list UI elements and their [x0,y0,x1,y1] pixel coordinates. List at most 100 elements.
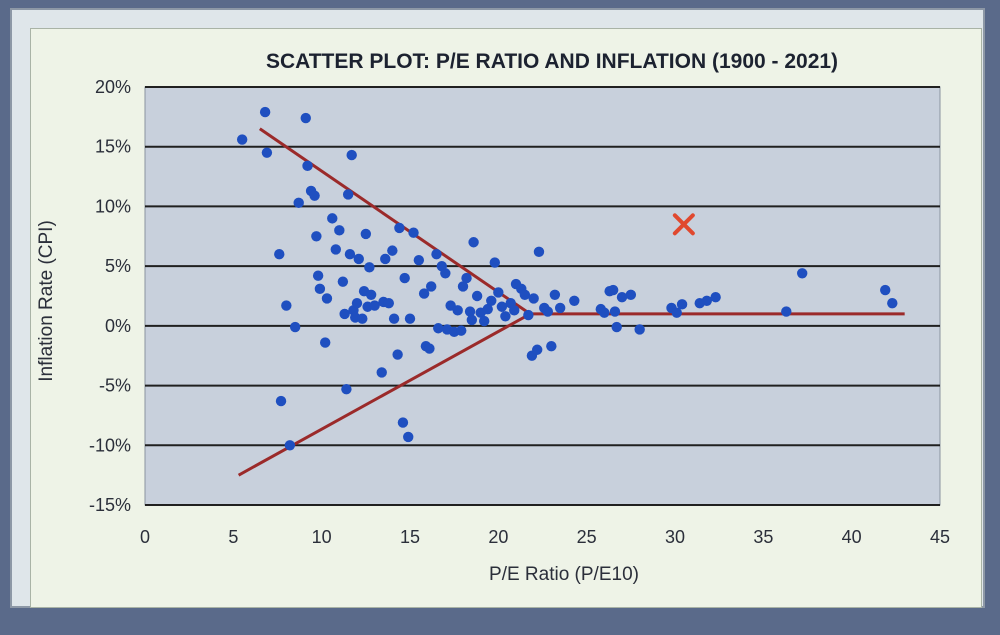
chart-title: SCATTER PLOT: P/E RATIO AND INFLATION (1… [266,50,838,73]
data-point [320,337,331,348]
data-point [440,268,451,279]
data-point [302,160,313,172]
data-point [388,313,400,324]
grid-lines [145,86,940,506]
x-tick-label: 20 [488,527,508,547]
data-point [284,440,296,451]
data-point [281,300,292,311]
data-point [376,367,387,378]
data-point [364,262,375,273]
data-point [344,249,356,260]
x-tick-label: 10 [312,527,332,547]
highlight-marker [672,213,695,236]
data-point [311,231,322,242]
data-point [509,305,520,316]
data-point [710,291,721,303]
data-point [479,315,490,327]
data-point [456,325,467,336]
x-tick-label: 25 [577,527,597,547]
data-point [351,297,363,309]
data-point [339,308,350,320]
y-tick-label: 0% [105,316,131,336]
data-point [634,324,645,335]
data-point [312,270,324,281]
data-point [330,244,341,255]
data-point [486,295,497,306]
x-tick-label: 5 [228,527,238,547]
data-point [383,297,394,309]
data-point [616,291,628,303]
x-axis-label: P/E Ratio (P/E10) [489,564,639,585]
data-point [236,134,248,145]
data-point [431,249,442,260]
data-point [274,249,285,260]
data-point [418,288,430,299]
x-tick-label: 0 [140,527,150,547]
data-point [403,431,414,443]
data-point [599,307,610,318]
data-point [493,287,504,298]
data-point [523,309,534,321]
data-point [397,417,409,428]
data-point [496,301,508,312]
data-point [461,272,472,284]
data-point [533,246,545,258]
data-point [468,237,479,248]
data-point [309,190,320,201]
data-point [341,383,352,395]
data-point [394,222,405,234]
data-points [236,106,898,451]
data-point [346,149,357,161]
data-point [404,313,416,324]
data-point [314,283,326,295]
x-tick-label: 30 [665,527,685,547]
x-axis-ticks: 0 5 10 15 20 25 30 35 40 45 [140,527,950,547]
data-point [321,293,333,304]
data-point [337,276,349,287]
data-point [353,253,364,265]
data-point [424,343,435,354]
data-point [625,289,637,301]
data-point [519,289,531,301]
data-point [261,147,273,158]
y-tick-label: 20% [95,77,131,97]
data-point [300,112,311,124]
data-point [259,106,271,118]
y-tick-label: -10% [89,435,131,455]
trend-line [258,127,531,316]
y-tick-label: 10% [95,196,131,216]
data-point [327,213,338,224]
data-point [466,314,478,326]
data-point [554,302,566,314]
data-point [464,306,476,317]
data-point [452,305,463,316]
data-point [500,311,511,322]
y-axis-ticks: 20% 15% 10% 5% 0% -5% -10% -15% [89,77,131,515]
data-point [457,281,469,292]
data-point [380,253,391,265]
x-tick-label: 40 [842,527,862,547]
data-point [887,297,898,309]
data-point [528,293,539,304]
data-point [549,289,561,301]
x-tick-label: 35 [753,527,773,547]
y-tick-label: 5% [105,256,131,276]
data-point [342,189,354,200]
data-point [671,307,682,318]
data-point [611,321,622,333]
data-point [471,290,483,302]
data-point [387,245,398,256]
data-point [797,268,808,279]
data-point [676,299,688,310]
data-point [408,227,419,238]
data-point [607,284,619,296]
data-point [399,272,410,284]
y-tick-label: -5% [99,376,131,396]
x-tick-label: 15 [400,527,420,547]
data-point [781,306,792,317]
data-point [275,395,287,407]
data-point [360,228,372,240]
data-point [609,306,621,317]
data-point [546,340,557,352]
